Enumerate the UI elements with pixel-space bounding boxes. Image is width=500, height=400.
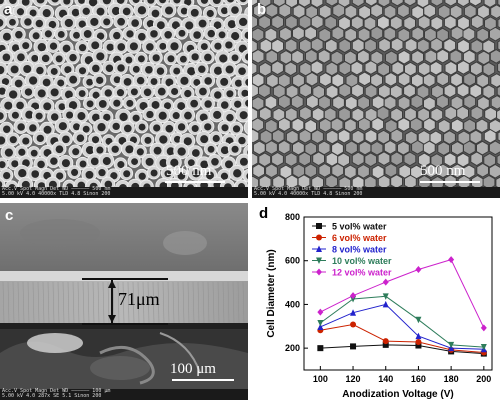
data-point [317, 345, 324, 352]
data-point [480, 324, 487, 332]
data-point [415, 332, 422, 340]
panel-a-label: a [4, 1, 13, 18]
legend-marker [316, 234, 322, 241]
data-point [350, 343, 357, 350]
data-point [382, 278, 389, 286]
series-line [320, 258, 485, 329]
data-point [415, 316, 422, 324]
y-tick-label: 400 [285, 299, 300, 309]
thickness-label: 71μm [118, 289, 160, 309]
data-point [350, 292, 357, 300]
series-line [320, 323, 484, 353]
data-point [382, 338, 389, 345]
info-bar-c: Acc.V Spot Magn Det WD —————— 100 μm 5.0… [0, 389, 248, 400]
scale-bar-b [420, 181, 480, 183]
x-tick-label: 180 [444, 374, 459, 384]
data-point [448, 256, 455, 264]
x-tick-label: 140 [378, 374, 393, 384]
data-point [480, 344, 487, 351]
line-chart: 100 120 140 160 180 200 200 400 600 800 Anodizatio… [266, 212, 493, 400]
legend-label: 12 vol% water [332, 268, 392, 278]
series-5 [317, 256, 487, 332]
y-tick-label: 600 [285, 256, 300, 266]
data-point [317, 308, 324, 316]
panel-a: a 500 nm Acc.V Spot Magn Det WD —————— 5… [0, 0, 248, 198]
legend-marker [316, 268, 322, 276]
nanotube-pores [0, 0, 248, 195]
legend-entry: 10 vol% water [312, 256, 392, 266]
series-3 [317, 300, 487, 353]
scale-text-c: 100 μm [170, 361, 216, 377]
legend-entry: 5 vol% water [312, 222, 387, 232]
panel-d: d 100 120 140 160 180 200 200 400 600 800 Anodizat… [252, 203, 500, 400]
series-1 [317, 341, 487, 357]
legend-entry: 6 vol% water [312, 233, 387, 243]
x-tick-label: 120 [346, 374, 361, 384]
y-tick-label: 800 [285, 212, 300, 222]
panel-b: b 500 nm Acc.V Spot Magn Det WD —————— 5… [252, 0, 500, 198]
scale-text-b: 500 nm [420, 163, 466, 179]
plot-frame [303, 216, 493, 371]
legend-marker [316, 245, 322, 252]
legend-label: 10 vol% water [332, 256, 392, 266]
data-point [415, 339, 422, 346]
series-4 [317, 293, 487, 351]
data-point [382, 293, 389, 300]
info-line-a2: 5.00 kV 4.0 40000x TLD 4.8 Sinon 200 [2, 191, 111, 197]
data-point [382, 300, 389, 308]
data-point [350, 321, 357, 328]
info-line-a1: Acc.V Spot Magn Det WD —————— 500 nm [2, 186, 111, 192]
data-point [415, 342, 422, 349]
info-bar-b: Acc.V Spot Magn Det WD —————— 500 nm 5.0… [252, 187, 500, 198]
legend-entry: 8 vol% water [312, 245, 387, 255]
info-bar-a: Acc.V Spot Magn Det WD —————— 500 nm 5.0… [0, 187, 248, 198]
panel-c-label: c [5, 207, 14, 224]
series-2 [317, 321, 487, 356]
scale-bar-a [165, 181, 225, 183]
info-line-b1: Acc.V Spot Magn Det WD —————— 500 nm [254, 186, 363, 192]
data-point [350, 309, 357, 316]
x-tick-label: 160 [411, 374, 426, 384]
scale-bar-c [172, 379, 234, 381]
info-line-c2: 5.00 kV 4.0 287x SE 5.1 Sinon 200 [2, 393, 102, 399]
series-line [320, 295, 484, 348]
nanotube-caps [252, 0, 500, 198]
series-line [320, 303, 484, 350]
data-point [317, 323, 324, 330]
sem-image-c [0, 203, 248, 389]
legend-label: 6 vol% water [332, 233, 387, 243]
info-line-c1: Acc.V Spot Magn Det WD —————— 100 μm [2, 388, 111, 394]
y-axis-label: Cell Diameter (nm) [266, 249, 277, 337]
sem-image-b [252, 0, 500, 198]
data-point [350, 295, 357, 303]
legend-marker [316, 257, 322, 264]
legend-marker [316, 223, 322, 229]
legend-entry: 12 vol% water [312, 268, 392, 278]
panel-c: c 71μm 100 μm Acc.V Spot Magn Det WD ———… [0, 203, 248, 400]
data-point [448, 341, 455, 349]
series-line [320, 344, 484, 355]
x-tick-label: 100 [313, 374, 328, 384]
x-axis-label: Anodization Voltage (V) [342, 389, 453, 400]
panel-b-label: b [257, 1, 267, 18]
x-tick-label: 200 [476, 374, 491, 384]
scale-text-a: 500 nm [166, 163, 212, 179]
y-tick-label: 200 [285, 343, 300, 353]
panel-d-label: d [259, 205, 269, 222]
legend-label: 8 vol% water [332, 245, 387, 255]
data-point [415, 265, 422, 273]
data-point [382, 341, 389, 348]
legend-label: 5 vol% water [332, 222, 387, 232]
data-point [317, 320, 324, 327]
sem-image-a [0, 0, 248, 195]
info-line-b2: 5.00 kV 4.0 40000x TLD 4.8 Sinon 200 [254, 191, 363, 197]
